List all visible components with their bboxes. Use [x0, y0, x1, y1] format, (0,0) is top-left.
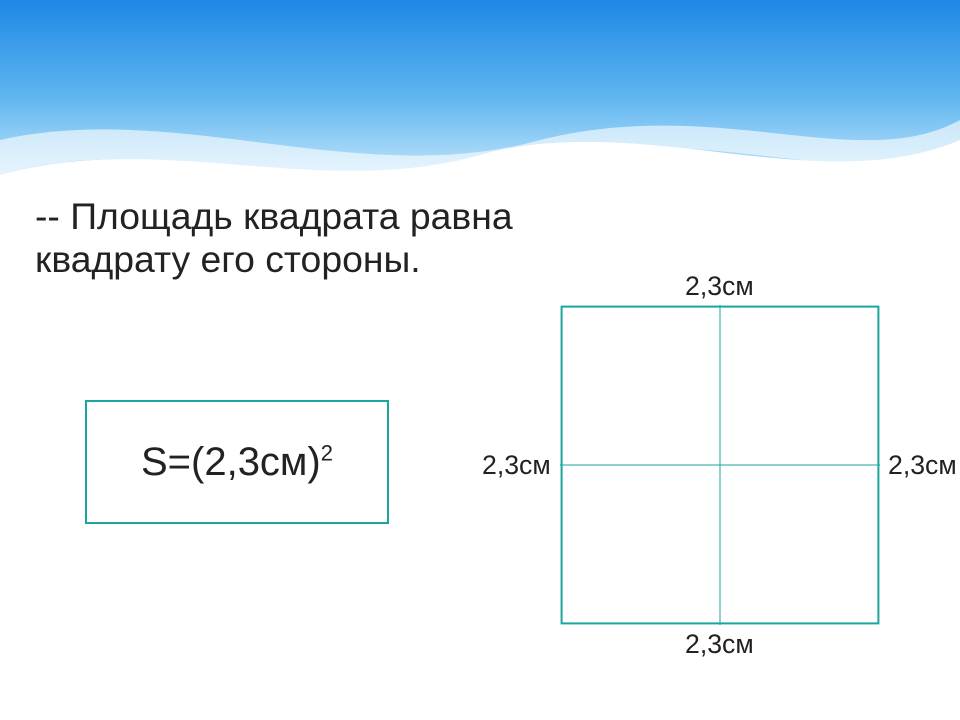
- side-label-left: 2,3см: [482, 450, 551, 481]
- formula-box: S=(2,3см)2: [85, 400, 389, 524]
- side-label-bottom: 2,3см: [685, 629, 754, 660]
- wave-banner: [0, 0, 960, 210]
- square-diagram: 2,3см 2,3см 2,3см 2,3см: [560, 305, 880, 625]
- formula-exponent: 2: [321, 440, 333, 465]
- side-label-top: 2,3см: [685, 271, 754, 302]
- formula-base: S=(2,3см): [141, 440, 321, 484]
- side-label-right: 2,3см: [888, 450, 957, 481]
- formula-text: S=(2,3см)2: [141, 440, 333, 485]
- slide-heading: -- Площадь квадрата равна квадрату его с…: [35, 195, 555, 281]
